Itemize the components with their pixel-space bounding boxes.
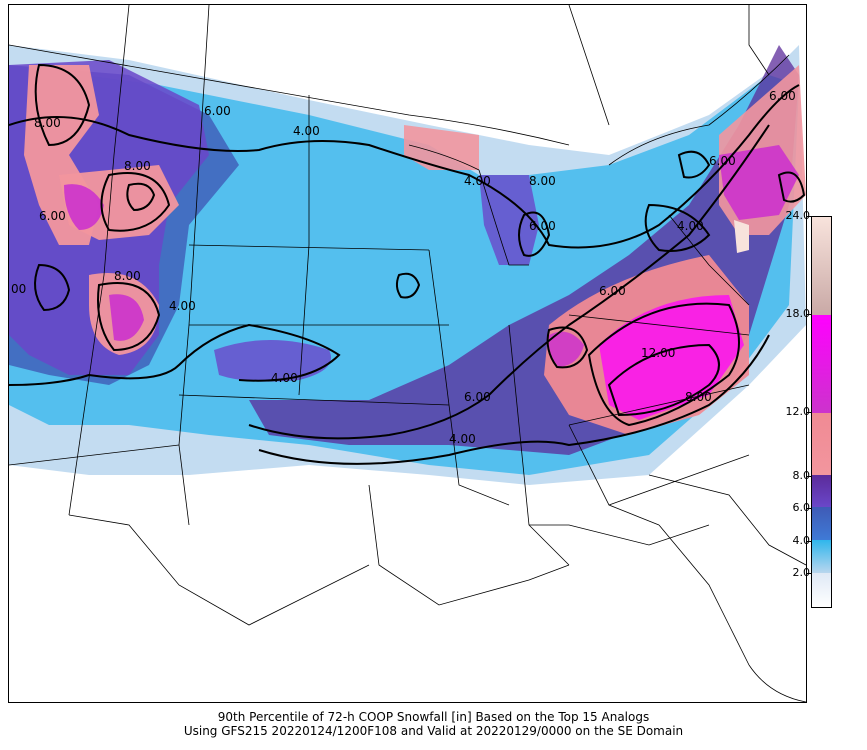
shade-magenta-northeast: [719, 145, 799, 220]
colorbar-tick: [807, 216, 811, 217]
shade-magenta-west: [64, 184, 104, 230]
colorbar-tick: [807, 541, 811, 542]
contour-label: 12.00: [641, 346, 675, 360]
shade-purple-great-lakes: [479, 175, 539, 265]
contour-label: 6.00: [599, 284, 626, 298]
contour-label: 6.00: [464, 390, 491, 404]
colorbar-tick-label: 4.0: [792, 534, 811, 547]
colorbar-segment: [812, 507, 831, 540]
contour-label: 6.00: [709, 154, 736, 168]
snowfall-contours: [9, 63, 806, 465]
contour-label: 00: [11, 282, 26, 296]
shade-pink-michigan: [404, 125, 479, 170]
colorbar-tick: [807, 476, 811, 477]
contour-label: 6.00: [769, 89, 796, 103]
contour-label: 6.00: [529, 219, 556, 233]
shade-magenta-appalachia: [599, 295, 744, 420]
colorbar-segment: [812, 475, 831, 507]
colorbar-tick: [807, 573, 811, 574]
colorbar-tick-label: 2.0: [792, 566, 811, 579]
shade-magenta-rockies: [109, 294, 144, 341]
caption-line-1: 90th Percentile of 72-h COOP Snowfall [i…: [217, 710, 650, 724]
colorbar-segment: [812, 315, 831, 413]
contour-label: 4.00: [464, 174, 491, 188]
contour-label: 6.00: [204, 104, 231, 118]
snowfall-colorbar: [811, 216, 832, 608]
colorbar-segment: [812, 540, 831, 573]
colorbar-segment: [812, 413, 831, 475]
colorbar-tick-label: 6.0: [792, 501, 811, 514]
contour-label: 8.00: [114, 269, 141, 283]
contour-label: 4.00: [169, 299, 196, 313]
colorbar-tick-label: 24.0: [785, 209, 811, 222]
contour-label: 4.00: [677, 219, 704, 233]
colorbar-tick: [807, 314, 811, 315]
colorbar-tick-label: 12.0: [785, 405, 811, 418]
contour-label: 6.00: [39, 209, 66, 223]
contour-label: 8.00: [124, 159, 151, 173]
contour-label: 4.00: [293, 124, 320, 138]
colorbar-tick: [807, 412, 811, 413]
contour-label: 4.00: [449, 432, 476, 446]
figure-caption: 90th Percentile of 72-h COOP Snowfall [i…: [0, 710, 867, 738]
colorbar-segment: [812, 217, 831, 315]
contour-label: 8.00: [34, 116, 61, 130]
shade-peach-maximum: [734, 220, 749, 253]
state-borders: [9, 5, 806, 702]
caption-line-2: Using GFS215 20220124/1200F108 and Valid…: [183, 724, 684, 738]
contour-label: 4.00: [271, 371, 298, 385]
colorbar-tick: [807, 508, 811, 509]
colorbar-tick-label: 8.0: [792, 469, 811, 482]
snowfall-map: 4.00 4.00 6.00 8.00 6.00 8.00 8.00 6.00 …: [8, 4, 807, 703]
colorbar-tick-label: 18.0: [785, 307, 811, 320]
contour-label: 8.00: [685, 390, 712, 404]
map-canvas: 4.00 4.00 6.00 8.00 6.00 8.00 8.00 6.00 …: [9, 5, 806, 702]
contour-label: 8.00: [529, 174, 556, 188]
colorbar-segment: [812, 573, 831, 607]
shade-magenta-blob: [548, 331, 584, 367]
